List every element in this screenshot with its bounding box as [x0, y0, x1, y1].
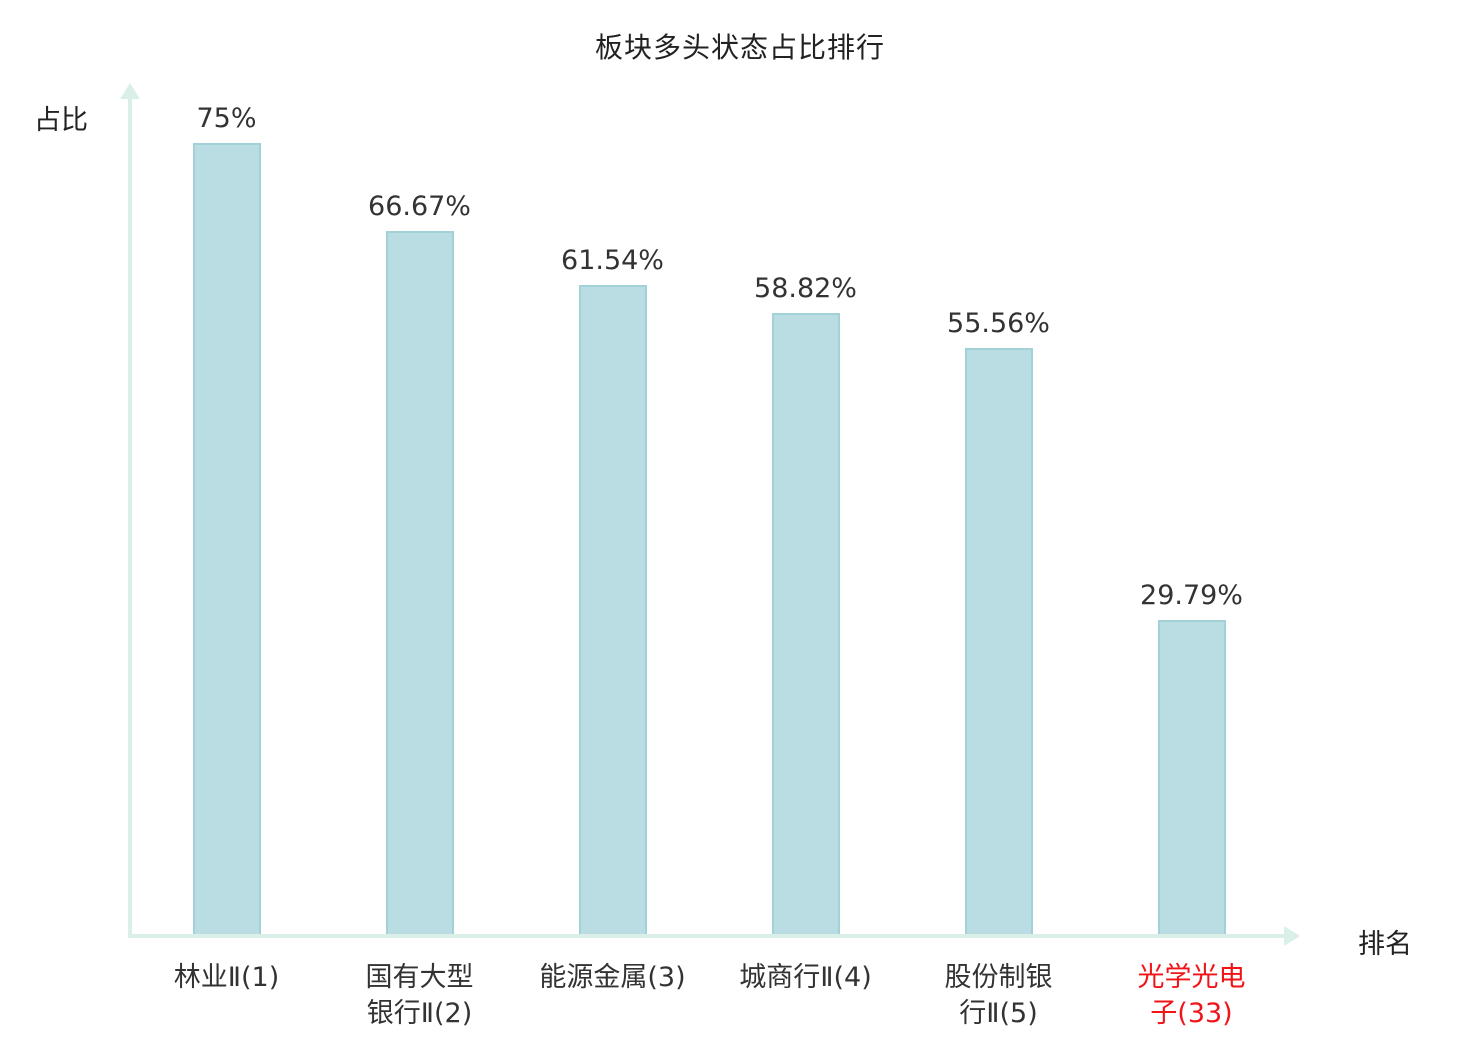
bar-value-label: 75% [196, 102, 257, 134]
y-axis-label: 占比 [34, 105, 88, 136]
bar-value-label: 61.54% [561, 244, 664, 276]
bar [385, 230, 454, 934]
bar-value-label: 58.82% [754, 273, 857, 305]
bar-group: 61.54% 能源金属(3) [516, 90, 709, 993]
bar [578, 284, 647, 934]
bar [192, 142, 261, 934]
bar [1157, 619, 1226, 934]
bar-category-label: 国有大型 银行Ⅱ(2) [365, 962, 474, 1030]
bar-value-label: 66.67% [368, 190, 471, 222]
bar-value-label: 55.56% [947, 307, 1050, 339]
bar [964, 347, 1033, 934]
chart-title: 板块多头状态占比排行 [594, 31, 885, 64]
bar-category-label: 能源金属(3) [539, 962, 686, 993]
bar-group: 66.67% 国有大型 银行Ⅱ(2) [323, 90, 516, 1030]
bar-group: 55.56% 股份制银 行Ⅱ(5) [902, 90, 1095, 1030]
bar-category-label: 林业Ⅱ(1) [173, 962, 280, 993]
bar-category-label: 股份制银 行Ⅱ(5) [944, 962, 1053, 1030]
plot-area: 75% 林业Ⅱ(1) 66.67% 国有大型 银行Ⅱ(2) 61.54% 能源金… [130, 90, 1290, 1030]
x-axis-line [128, 934, 1286, 938]
bar-group: 29.79% 光学光电 子(33) [1095, 90, 1288, 1030]
x-axis-label: 排名 [1358, 929, 1412, 960]
bar-group: 75% 林业Ⅱ(1) [130, 90, 323, 993]
bar-group: 58.82% 城商行Ⅱ(4) [709, 90, 902, 993]
bar-category-label: 光学光电 子(33) [1137, 962, 1246, 1030]
y-axis-line [128, 96, 132, 938]
bar-category-label: 城商行Ⅱ(4) [739, 962, 872, 993]
bar-value-label: 29.79% [1140, 579, 1243, 611]
bar [771, 313, 840, 934]
x-axis-arrow-icon [1284, 926, 1300, 946]
y-axis-arrow-icon [120, 83, 140, 99]
